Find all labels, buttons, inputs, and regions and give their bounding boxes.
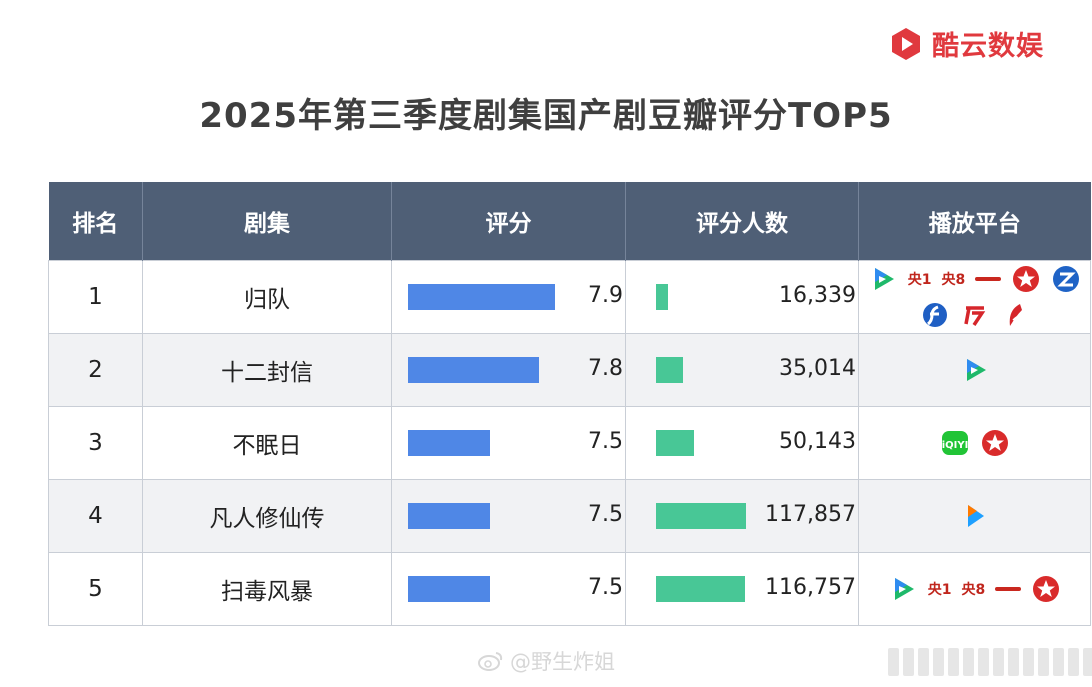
header-score: 评分 (391, 182, 626, 261)
dragon-tv-icon (1013, 266, 1040, 292)
score-cell: 7.5 (391, 479, 626, 553)
raters-cell: 50,143 (625, 406, 859, 480)
raters-bar (656, 430, 694, 456)
tencent-video-icon (966, 359, 986, 381)
kuyun-logo-icon (892, 27, 920, 60)
drama-name-cell: 十二封信 (142, 333, 392, 407)
table-row: 2 十二封信 7.8 35,014 (48, 333, 1091, 407)
score-value: 7.5 (588, 429, 623, 454)
raters-cell: 16,339 (625, 260, 859, 334)
guangdong-tv-icon (963, 306, 985, 326)
raters-value: 116,757 (765, 575, 856, 600)
decorative-bars (888, 648, 1092, 676)
rank-cell: 1 (48, 260, 143, 334)
score-value: 7.5 (588, 502, 623, 527)
platform-label: 央1 (927, 582, 952, 598)
page-title: 2025年第三季度剧集国产剧豆瓣评分TOP5 (199, 96, 893, 136)
raters-bar (656, 503, 746, 529)
header-rank: 排名 (48, 182, 143, 261)
tencent-video-icon (894, 578, 914, 600)
raters-cell: 117,857 (625, 479, 859, 553)
score-cell: 7.5 (391, 406, 626, 480)
raters-value: 50,143 (779, 429, 856, 454)
drama-name-cell: 凡人修仙传 (142, 479, 392, 553)
dragon-tv-icon (981, 430, 1008, 456)
score-value: 7.5 (588, 575, 623, 600)
score-cell: 7.9 (391, 260, 626, 334)
platform-label: 央1 (907, 272, 932, 288)
platforms-cell (858, 479, 1091, 553)
zhejiang-tv-icon (1053, 266, 1080, 292)
weibo-icon (478, 652, 503, 671)
header-raters: 评分人数 (625, 182, 859, 261)
score-bar (408, 357, 539, 383)
tencent-video-icon (874, 268, 894, 290)
drama-name-cell: 扫毒风暴 (142, 552, 392, 626)
youku-icon (967, 505, 984, 527)
score-bar (408, 430, 490, 456)
raters-bar (656, 284, 668, 310)
drama-name-cell: 不眠日 (142, 406, 392, 480)
svg-text:iQIYI: iQIYI (941, 440, 968, 451)
jiangsu-tv-icon (922, 303, 947, 327)
rank-cell: 3 (48, 406, 143, 480)
drama-name-cell: 归队 (142, 260, 392, 334)
table-row: 1 归队 7.9 16,339 央1 央8 (48, 260, 1091, 334)
brand-name: 酷云数娱 (932, 31, 1044, 62)
platform-label: 央8 (941, 272, 966, 288)
table-row: 4 凡人修仙传 7.5 117,857 (48, 479, 1091, 553)
score-value: 7.9 (588, 283, 623, 308)
shenzhen-tv-icon (1009, 304, 1024, 326)
ranking-table: 排名 剧集 评分 评分人数 播放平台 1 归队 7.9 16,339 央1 央8 2 十二封信… (48, 182, 1091, 626)
raters-value: 35,014 (779, 356, 856, 381)
rank-cell: 2 (48, 333, 143, 407)
platforms-cell: iQIYI (858, 406, 1091, 480)
brand-logo: 酷云数娱 (888, 24, 1044, 63)
platform-label: 央8 (961, 582, 986, 598)
cctv-icon (995, 587, 1022, 591)
rank-cell: 4 (48, 479, 143, 553)
rank-cell: 5 (48, 552, 143, 626)
table-row: 5 扫毒风暴 7.5 116,757 央1 央8 (48, 552, 1091, 626)
score-cell: 7.5 (391, 552, 626, 626)
dragon-tv-icon (1033, 576, 1060, 602)
raters-cell: 35,014 (625, 333, 859, 407)
table-row: 3 不眠日 7.5 50,143 iQIYI (48, 406, 1091, 480)
platforms-cell: 央1 央8 (858, 260, 1091, 334)
score-value: 7.8 (588, 356, 623, 381)
raters-value: 16,339 (779, 283, 856, 308)
score-bar (408, 503, 490, 529)
header-drama: 剧集 (142, 182, 392, 261)
platforms-cell: 央1 央8 (858, 552, 1091, 626)
table-header-row: 排名 剧集 评分 评分人数 播放平台 (48, 182, 1091, 261)
raters-value: 117,857 (765, 502, 856, 527)
watermark: @野生炸姐 (478, 646, 615, 676)
platforms-cell (858, 333, 1091, 407)
header-platforms: 播放平台 (858, 182, 1091, 261)
raters-bar (656, 357, 683, 383)
score-bar (408, 576, 490, 602)
cctv-icon (975, 277, 1002, 281)
raters-bar (656, 576, 745, 602)
iqiyi-icon: iQIYI (941, 431, 968, 455)
score-cell: 7.8 (391, 333, 626, 407)
raters-cell: 116,757 (625, 552, 859, 626)
score-bar (408, 284, 555, 310)
watermark-text: @野生炸姐 (510, 650, 615, 674)
